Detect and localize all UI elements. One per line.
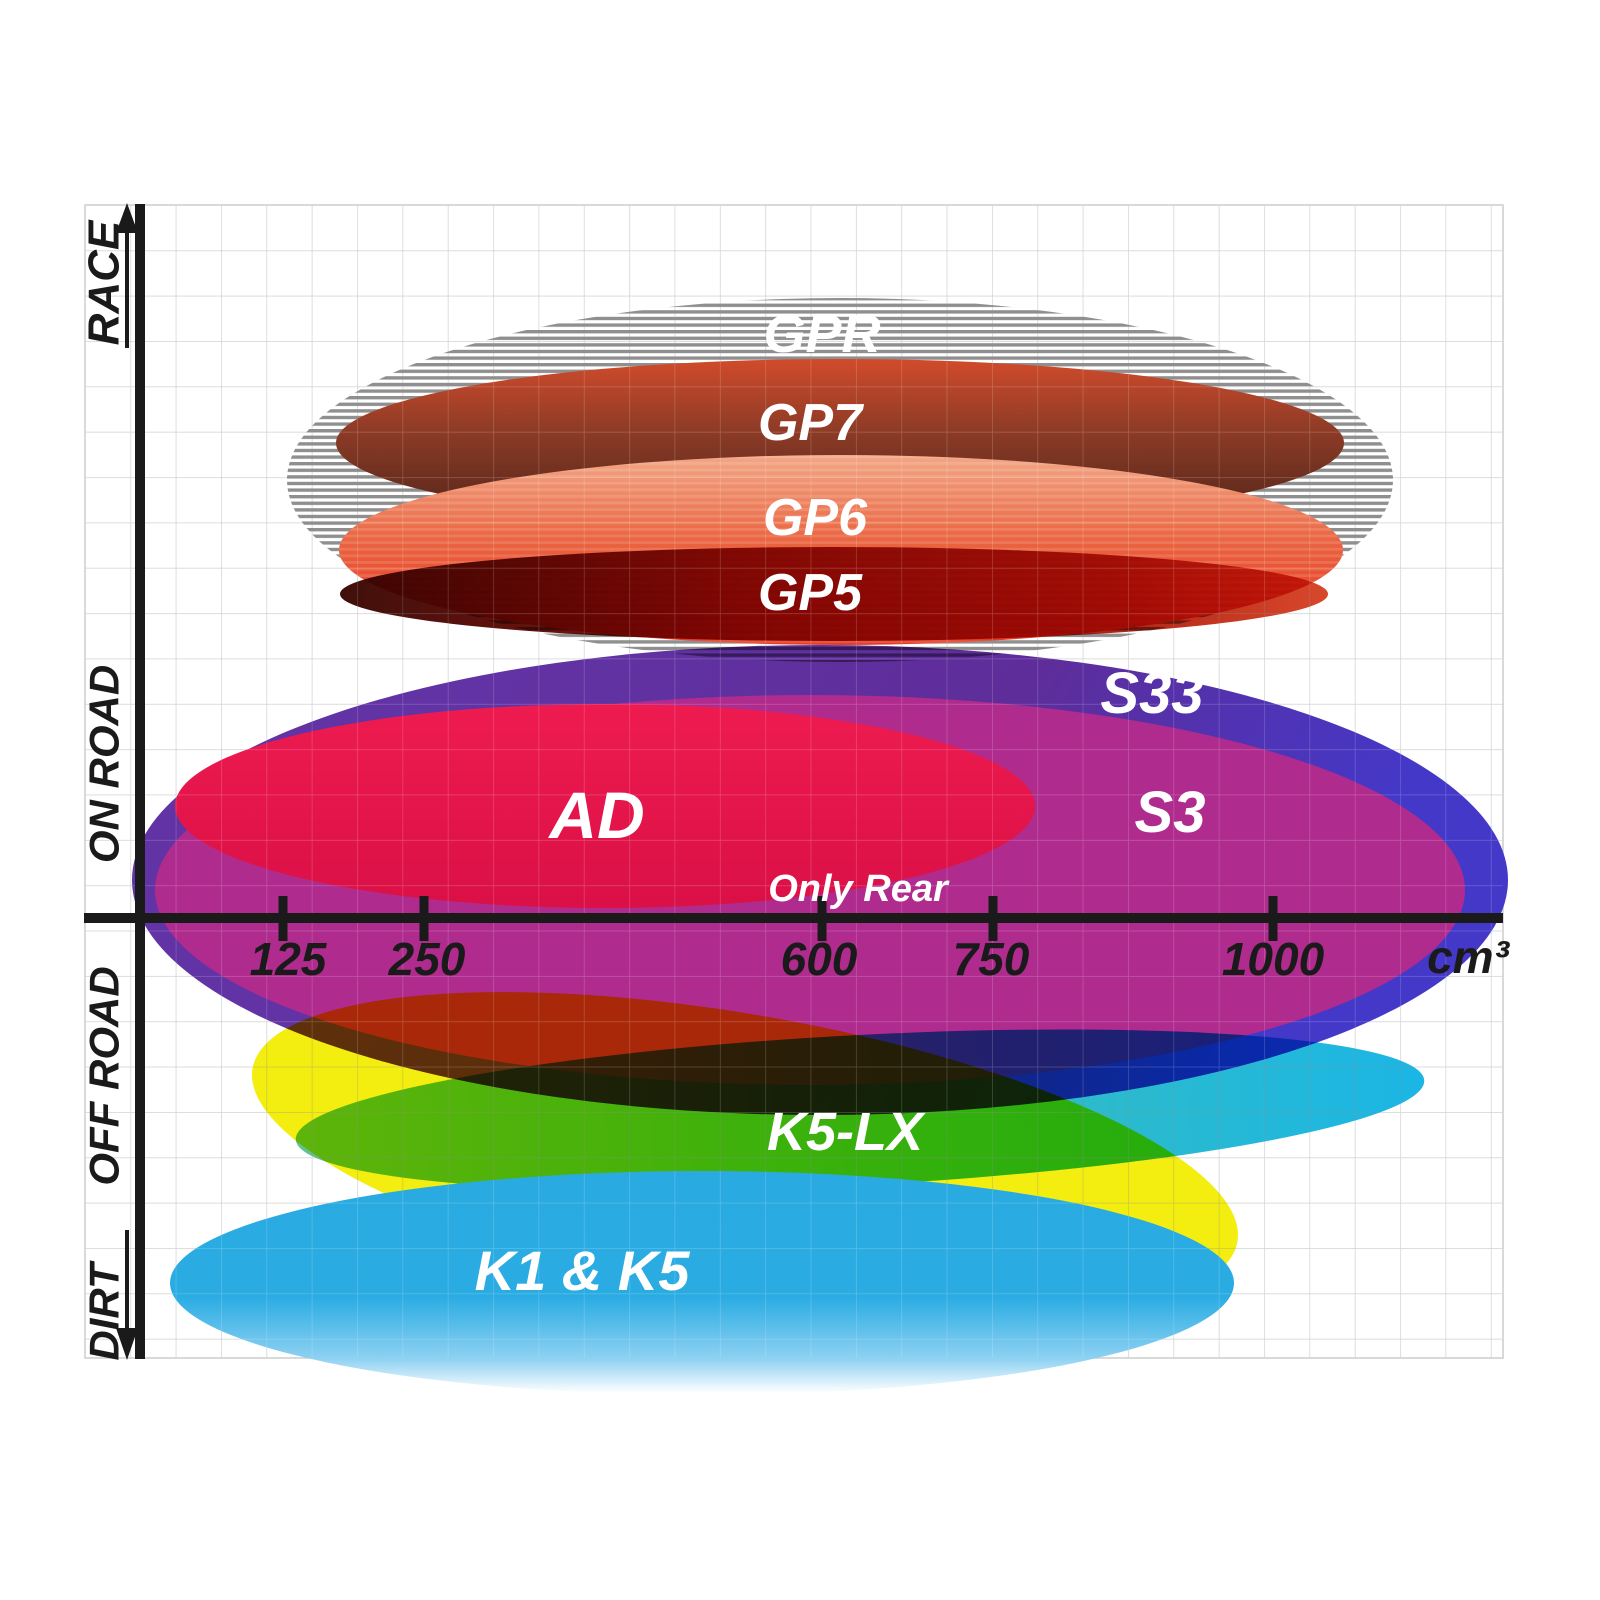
dirt-down-arrowhead-icon (116, 1328, 138, 1360)
y-label-on-road: ON ROAD (81, 665, 128, 863)
label-s3: S3 (1135, 780, 1206, 845)
x-tick-label-250: 250 (388, 933, 466, 985)
label-ad: AD (547, 778, 644, 852)
x-tick-label-125: 125 (250, 933, 328, 985)
y-label-dirt: DIRT (81, 1260, 128, 1361)
x-axis-unit-label: cm³ (1427, 931, 1510, 983)
label-gp7: GP7 (758, 394, 864, 452)
x-tick-label-1000: 1000 (1222, 933, 1325, 985)
label-gpr: GPR (763, 304, 880, 364)
y-label-race: RACE (80, 219, 129, 345)
grid-overlay (85, 205, 1503, 1358)
label-s33: S33 (1100, 661, 1203, 726)
axes-group (84, 203, 1503, 1360)
x-tick-label-750: 750 (953, 933, 1030, 985)
label-gp6: GP6 (763, 489, 868, 547)
race-up-arrowhead-icon (116, 203, 138, 233)
label-gp5: GP5 (758, 564, 863, 622)
label-k1k5: K1 & K5 (475, 1239, 691, 1302)
y-label-off-road: OFF ROAD (81, 966, 128, 1185)
x-tick-label-600: 600 (781, 933, 858, 985)
label-k5lx: K5-LX (767, 1102, 926, 1162)
label-only-rear: Only Rear (768, 868, 950, 910)
